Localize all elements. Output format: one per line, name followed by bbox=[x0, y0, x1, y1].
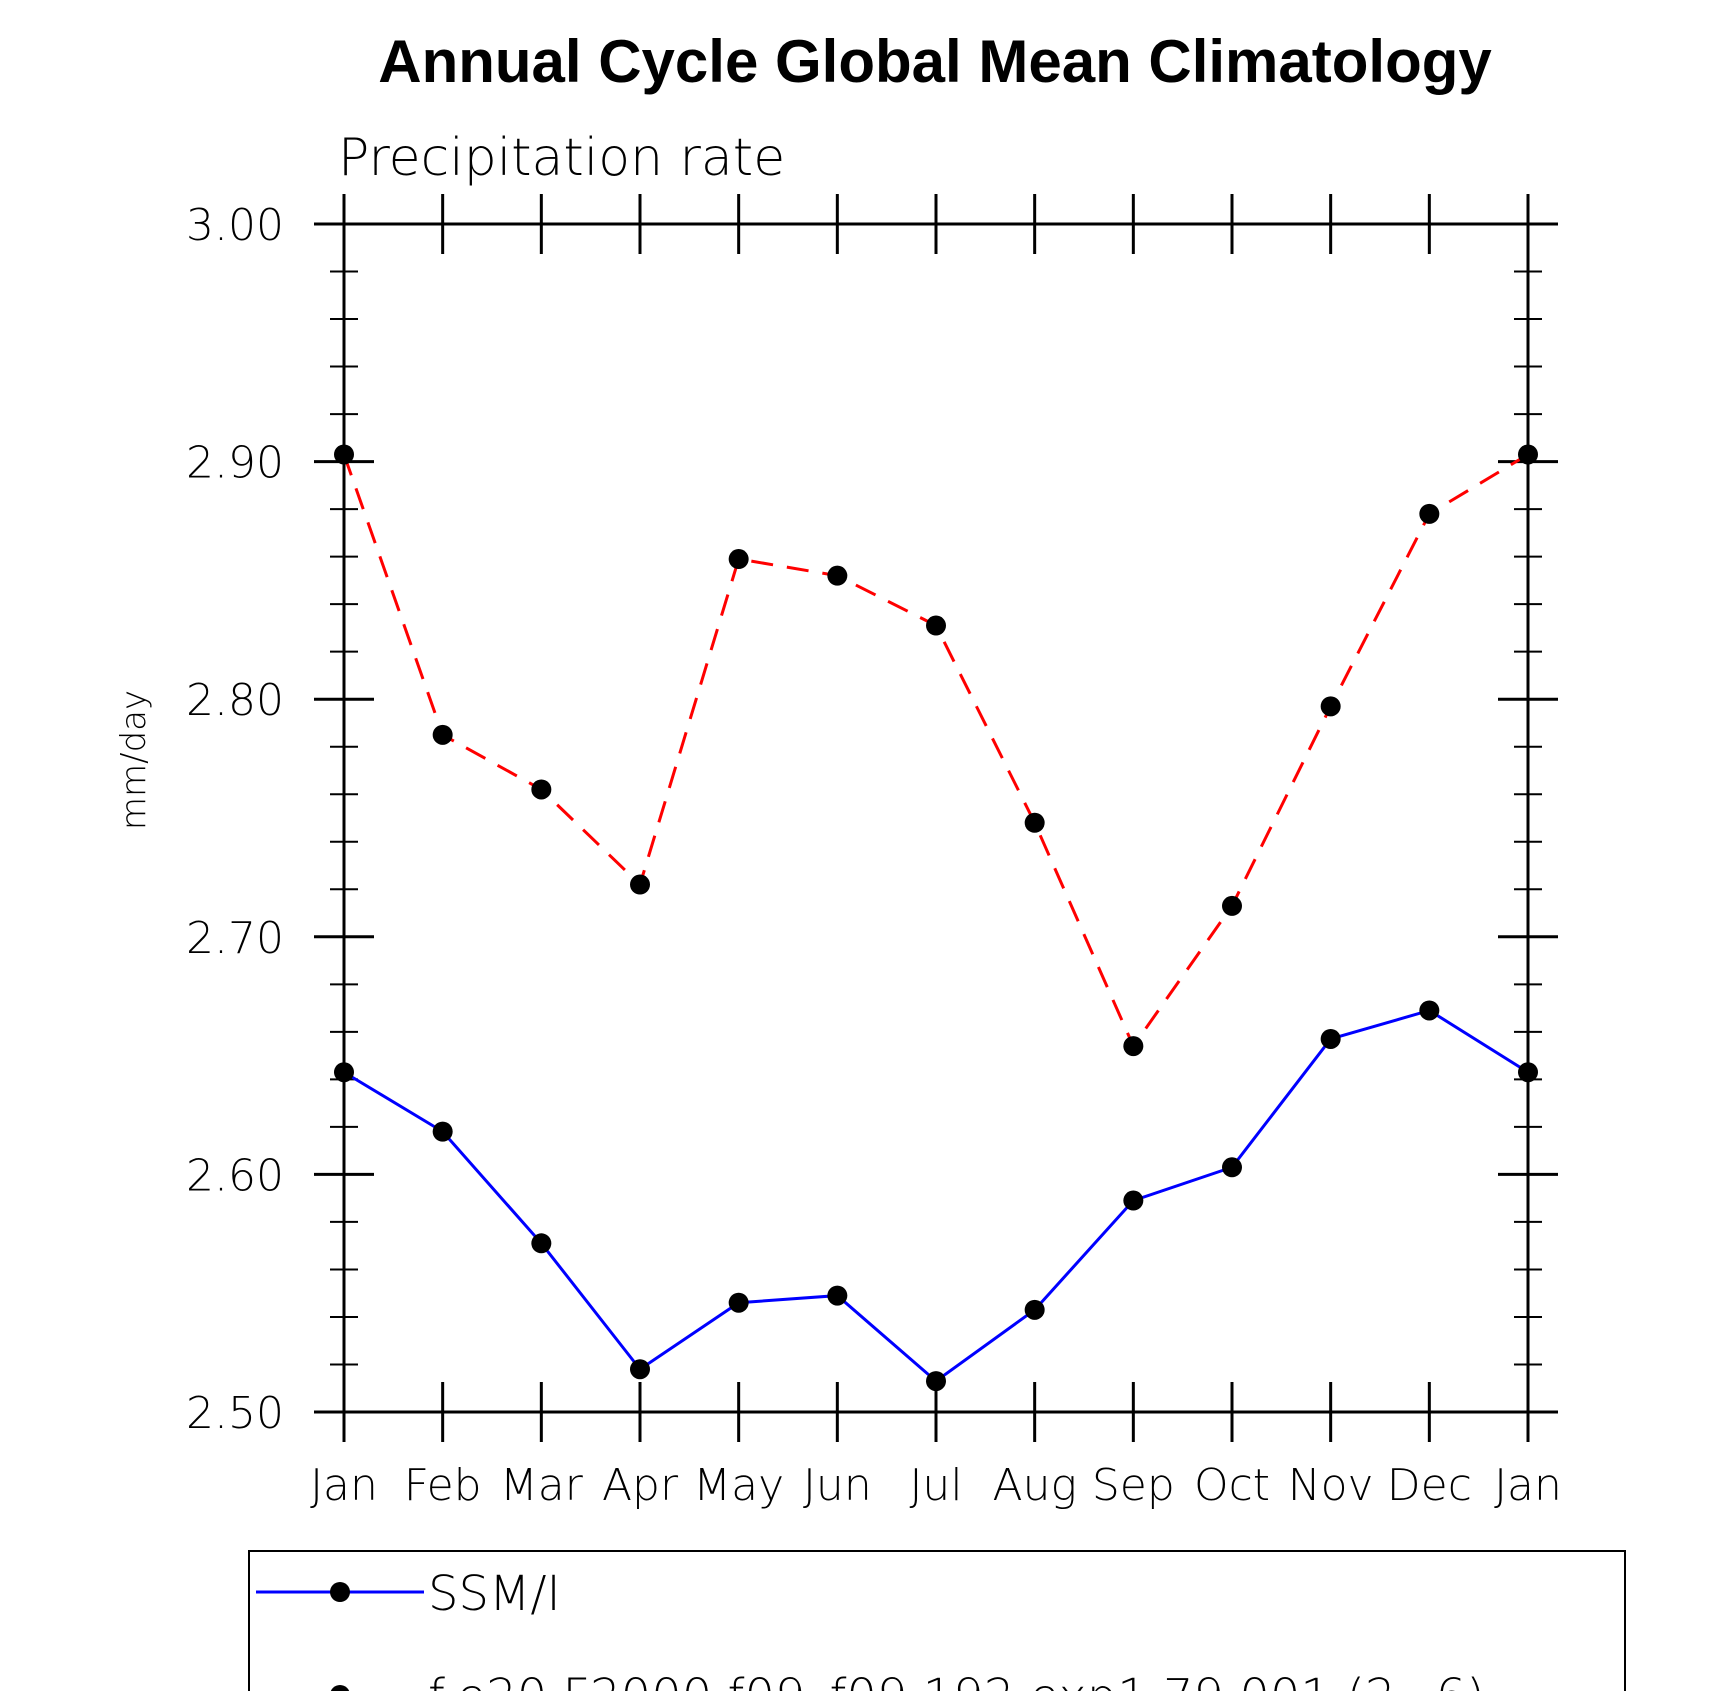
data-point-series-1 bbox=[630, 874, 650, 895]
x-tick-label: May bbox=[693, 1460, 784, 1511]
data-point-series-0 bbox=[1320, 1028, 1341, 1049]
data-point-series-0 bbox=[1123, 1190, 1144, 1211]
x-tick-label: Dec bbox=[1387, 1460, 1472, 1511]
data-point-series-0 bbox=[1419, 1000, 1440, 1021]
x-tick-label: Feb bbox=[404, 1460, 482, 1511]
data-point-series-0 bbox=[432, 1121, 453, 1142]
data-point-series-0 bbox=[1024, 1299, 1045, 1320]
data-point-series-1 bbox=[1419, 503, 1440, 524]
data-point-series-0 bbox=[728, 1292, 749, 1313]
data-point-series-0 bbox=[1518, 1062, 1538, 1083]
legend-label-ssmi: SSM/I bbox=[428, 1566, 561, 1622]
x-tick-label: Oct bbox=[1194, 1460, 1270, 1511]
data-point-series-0 bbox=[531, 1233, 552, 1254]
x-tick-label: Apr bbox=[602, 1460, 679, 1511]
data-point-series-1 bbox=[926, 615, 946, 636]
x-tick-label: Sep bbox=[1092, 1460, 1175, 1511]
y-tick-label: 3.00 bbox=[186, 200, 284, 251]
y-tick-label: 2.90 bbox=[186, 438, 284, 489]
data-point-series-1 bbox=[1518, 444, 1538, 465]
plot-frame bbox=[342, 222, 1530, 1414]
data-point-series-0 bbox=[1222, 1157, 1242, 1178]
legend-label-model: f.e20.F2000.f09_f09.192.exp1.79.001 (2−6… bbox=[428, 1669, 1485, 1691]
chart-title: Annual Cycle Global Mean Climatology bbox=[378, 28, 1492, 95]
data-point-series-0 bbox=[827, 1285, 848, 1306]
data-point-series-1 bbox=[334, 444, 354, 465]
y-tick-labels: 2.50 2.60 2.70 2.80 2.90 3.00 bbox=[186, 200, 284, 1439]
legend-marker-model bbox=[330, 1685, 350, 1691]
x-tick-label: Aug bbox=[992, 1460, 1076, 1511]
x-tick-label: Mar bbox=[500, 1460, 584, 1511]
chart-subtitle: Precipitation rate bbox=[338, 128, 785, 188]
data-point-series-1 bbox=[1222, 895, 1242, 916]
series-line-1 bbox=[342, 453, 1529, 1050]
y-tick-label: 2.70 bbox=[186, 913, 284, 964]
x-tick-label: Jan bbox=[310, 1460, 378, 1511]
data-point-series-1 bbox=[432, 724, 453, 745]
x-tick-label: Jun bbox=[803, 1460, 872, 1511]
series bbox=[334, 444, 1538, 1392]
x-tick-label: Jan bbox=[1494, 1460, 1562, 1511]
series-line-0 bbox=[343, 1008, 1529, 1384]
x-tick-label: Jul bbox=[909, 1460, 962, 1511]
data-point-series-1 bbox=[1024, 812, 1045, 833]
data-point-series-0 bbox=[926, 1371, 946, 1392]
legend: SSM/I f.e20.F2000.f09_f09.192.exp1.79.00… bbox=[248, 1550, 1626, 1691]
data-point-series-0 bbox=[630, 1359, 650, 1380]
legend-box bbox=[248, 1550, 1626, 1691]
data-point-series-1 bbox=[827, 565, 848, 586]
data-point-series-1 bbox=[728, 549, 749, 570]
legend-marker-ssmi bbox=[330, 1582, 350, 1602]
data-point-series-0 bbox=[334, 1062, 354, 1083]
x-tick-labels: Jan Feb Mar Apr May Jun Jul Aug Sep Oct Nov Dec Jan bbox=[310, 1460, 1562, 1511]
y-axis-label: mm/day bbox=[114, 690, 154, 830]
x-tick-label: Nov bbox=[1288, 1460, 1374, 1511]
y-tick-label: 2.50 bbox=[186, 1388, 284, 1439]
y-tick-label: 2.80 bbox=[186, 675, 284, 726]
data-point-series-1 bbox=[1123, 1036, 1144, 1057]
axis-ticks bbox=[314, 194, 1558, 1442]
data-point-series-1 bbox=[1320, 696, 1341, 717]
y-tick-label: 2.60 bbox=[186, 1150, 284, 1201]
data-point-series-1 bbox=[531, 779, 552, 800]
